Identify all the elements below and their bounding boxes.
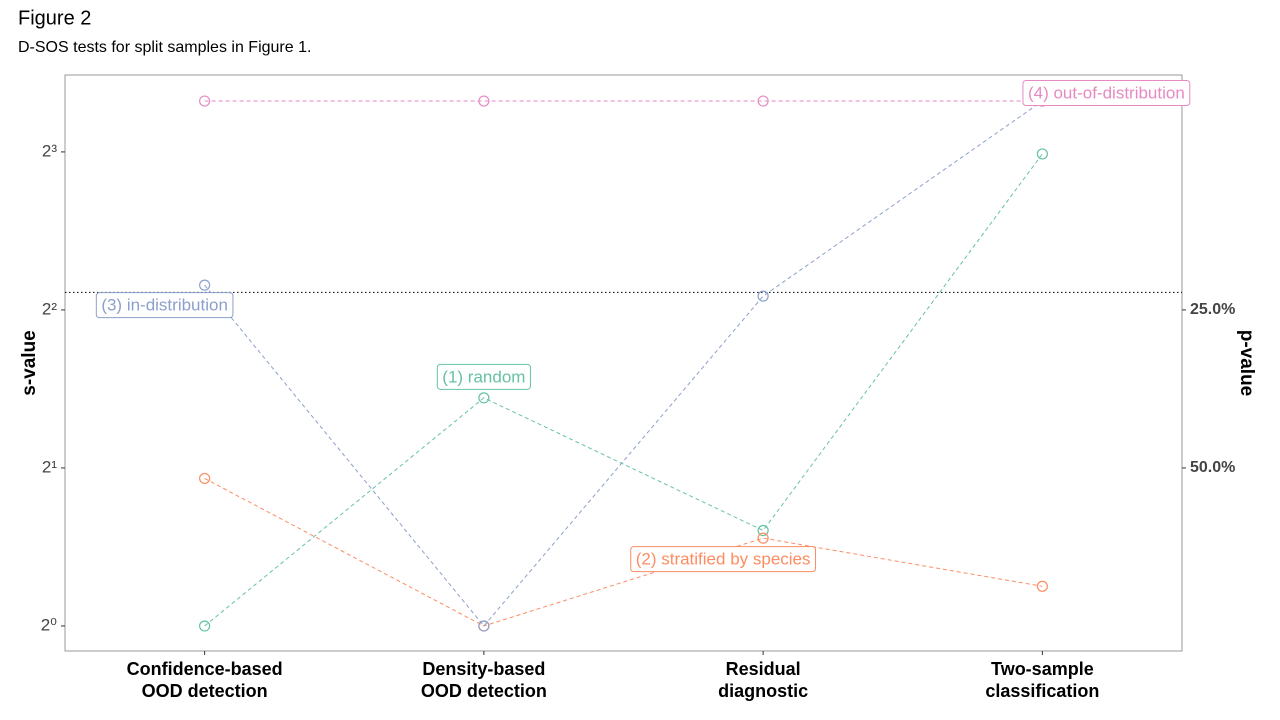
x-tick-label: Two-sample classification (985, 659, 1100, 701)
point (199, 95, 211, 107)
series-label: (1) random (436, 363, 531, 390)
y2-axis-label: p-value (1236, 330, 1257, 397)
y-axis-label: s-value (19, 330, 40, 395)
point (478, 95, 490, 107)
legend-label: (3) in-distribution (101, 296, 228, 315)
chart-subtitle: D-SOS tests for split samples in Figure … (18, 39, 311, 56)
point (478, 620, 490, 632)
label-box (1022, 80, 1191, 107)
series-label: (3) in-distribution (95, 292, 234, 319)
series-label: (4) out-of-distribution (1022, 80, 1191, 107)
y-tick-label: 2² (42, 299, 57, 318)
point (757, 290, 769, 302)
point (1036, 148, 1048, 160)
y-tick-label: 2¹ (42, 457, 57, 476)
point (478, 392, 490, 404)
series-line (204, 478, 1043, 627)
legend-label: (1) random (442, 367, 525, 386)
point (199, 620, 211, 632)
x-tick-label: Density-based OOD detection (420, 659, 547, 701)
point (757, 532, 769, 544)
chart-title: Figure 2 (18, 7, 91, 29)
label-box (95, 292, 234, 319)
y-tick-label: 2³ (42, 141, 57, 160)
series-line (204, 100, 1043, 627)
x-tick-label: Residual diagnostic (718, 659, 809, 701)
point (199, 472, 211, 485)
series-line (204, 153, 1043, 627)
y2-tick-label: 25.0% (1190, 301, 1235, 318)
y2-tick-label: 50.0% (1190, 459, 1235, 476)
label-box (436, 363, 531, 390)
point (757, 524, 769, 537)
series-label: (2) stratified by species (630, 546, 817, 573)
y-tick-label: 2⁰ (41, 615, 57, 634)
plot-frame (64, 74, 1183, 652)
point (757, 95, 769, 107)
legend-label: (4) out-of-distribution (1028, 84, 1185, 103)
legend-label: (2) stratified by species (636, 550, 811, 569)
label-box (630, 546, 817, 573)
point (199, 279, 211, 291)
point (1036, 580, 1048, 592)
x-tick-label: Confidence-based OOD detection (126, 659, 283, 701)
